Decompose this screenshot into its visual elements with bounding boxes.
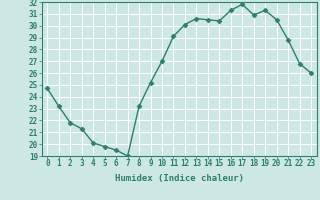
X-axis label: Humidex (Indice chaleur): Humidex (Indice chaleur)	[115, 174, 244, 183]
